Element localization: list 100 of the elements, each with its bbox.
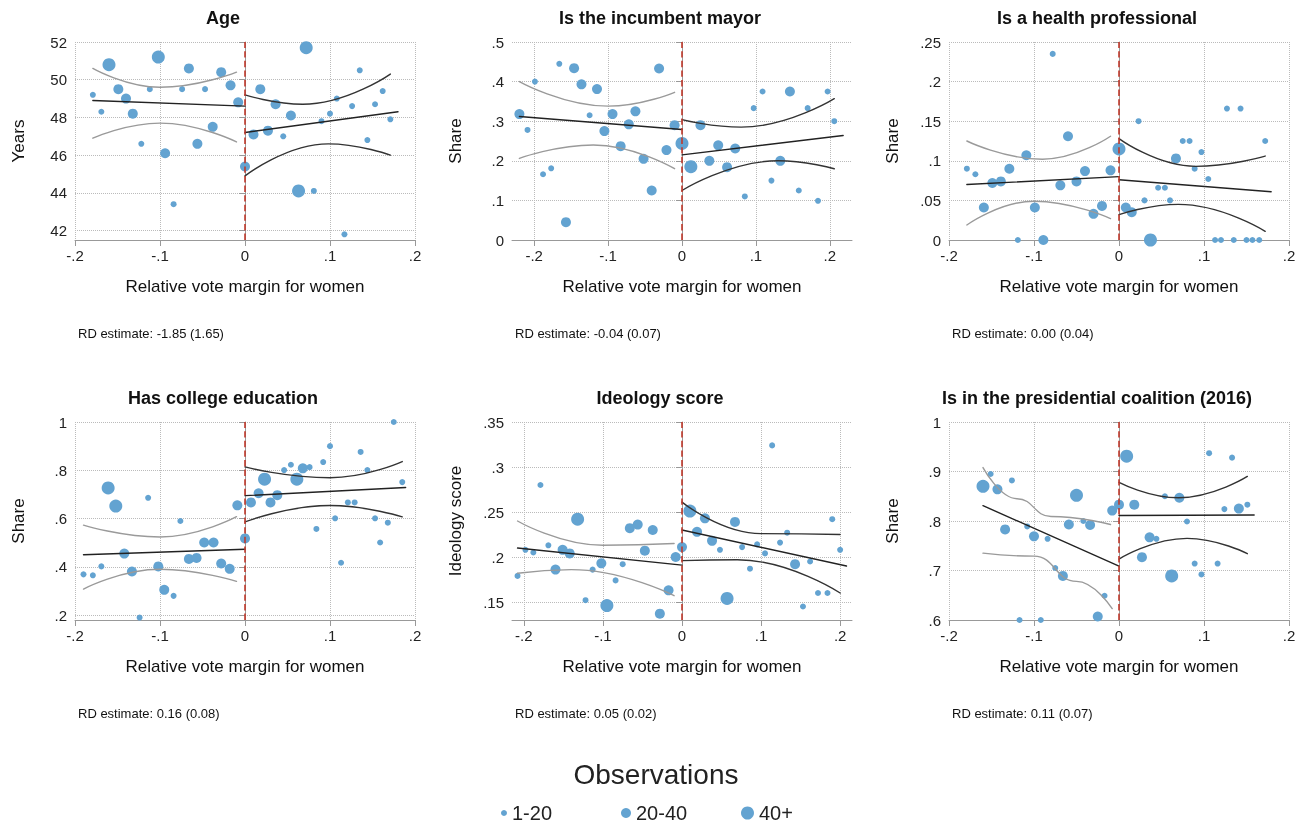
point <box>327 443 333 450</box>
point <box>1120 449 1134 463</box>
point <box>1198 149 1205 156</box>
x-tick-label: 0 <box>677 247 687 264</box>
x-tick-label: -.2 <box>940 627 958 644</box>
point <box>704 155 715 166</box>
point <box>713 140 724 151</box>
y-axis-title: Share <box>883 118 902 164</box>
y-axis-title: Share <box>883 498 902 544</box>
x-tick-label: .1 <box>1197 627 1211 644</box>
x-tick-label: -.2 <box>66 247 84 264</box>
point <box>837 546 844 553</box>
point <box>571 512 585 526</box>
point <box>297 463 308 474</box>
point <box>390 419 397 425</box>
point <box>540 171 547 178</box>
y-tick-label: .25 <box>920 33 941 51</box>
point <box>795 187 802 194</box>
point <box>344 499 351 506</box>
x-tick-label: -.2 <box>66 627 84 644</box>
y-tick-label: 1 <box>58 413 67 431</box>
chart-title: Is the incumbent mayor <box>558 8 762 28</box>
point <box>216 558 227 569</box>
point <box>632 519 643 530</box>
point <box>1044 535 1051 542</box>
y-tick-label: .2 <box>491 152 504 170</box>
text: RD estimate: 0.16 (0.08) <box>78 706 220 721</box>
point <box>320 459 327 466</box>
point <box>357 448 364 455</box>
text: RD estimate: 0.11 (0.07) <box>952 706 1093 721</box>
point <box>1198 571 1205 578</box>
point <box>1214 560 1221 567</box>
point <box>265 497 276 508</box>
point <box>1037 617 1044 623</box>
x-tick-label: -.1 <box>599 247 617 264</box>
y-tick-label: 0 <box>495 231 504 249</box>
point <box>1179 138 1186 144</box>
point <box>280 133 287 140</box>
point <box>151 50 165 64</box>
legend-label: 20-40 <box>636 802 688 824</box>
y-tick-label: .15 <box>483 593 504 611</box>
point <box>1070 488 1083 502</box>
point <box>654 608 665 619</box>
point <box>545 542 552 549</box>
y-tick-label: 1 <box>932 413 941 431</box>
x-axis-title: Relative vote margin for women <box>999 277 1239 296</box>
x-tick-label: .2 <box>408 627 422 644</box>
point <box>815 590 821 596</box>
point <box>351 499 358 506</box>
point <box>224 563 235 574</box>
point <box>624 523 635 534</box>
point <box>170 201 177 208</box>
y-tick-label: 50 <box>50 71 67 89</box>
point <box>179 86 186 93</box>
y-axis-title: Ideology score <box>446 465 465 577</box>
y-tick-label: .2 <box>54 606 67 624</box>
x-tick-label: 0 <box>1114 247 1124 264</box>
point <box>750 105 757 112</box>
point <box>199 537 210 548</box>
point <box>556 60 563 67</box>
text: RD estimate: -0.04 (0.07) <box>515 326 661 341</box>
point <box>684 160 698 174</box>
point <box>89 572 96 579</box>
point <box>1016 617 1023 623</box>
y-tick-label: .8 <box>54 461 67 479</box>
point <box>1097 200 1107 211</box>
point <box>576 79 587 90</box>
y-tick-label: .05 <box>920 191 941 209</box>
point <box>1223 105 1230 112</box>
x-tick-label: .2 <box>833 627 847 644</box>
legend-title: Observations <box>573 758 739 790</box>
point <box>1237 105 1244 112</box>
y-tick-label: .3 <box>491 112 504 130</box>
x-tick-label: .1 <box>323 247 337 264</box>
point <box>729 516 740 527</box>
point <box>1230 237 1237 243</box>
point <box>1205 176 1212 183</box>
point <box>1136 552 1147 563</box>
point <box>183 63 194 74</box>
point <box>281 467 288 474</box>
x-tick-label: -.2 <box>525 247 543 264</box>
point <box>769 442 776 449</box>
point <box>98 563 105 570</box>
point <box>372 515 379 522</box>
chart-title: Has college education <box>127 388 319 408</box>
point <box>790 559 801 570</box>
point <box>377 539 384 546</box>
point <box>379 88 386 95</box>
point <box>89 91 96 98</box>
point <box>285 110 296 121</box>
point <box>600 599 614 613</box>
point <box>159 584 170 595</box>
point <box>1206 450 1213 457</box>
point <box>138 140 145 147</box>
point <box>384 519 391 526</box>
point <box>1161 184 1168 191</box>
y-tick-label: .8 <box>928 512 941 530</box>
point <box>987 470 994 477</box>
point <box>646 185 657 196</box>
point <box>127 108 138 119</box>
